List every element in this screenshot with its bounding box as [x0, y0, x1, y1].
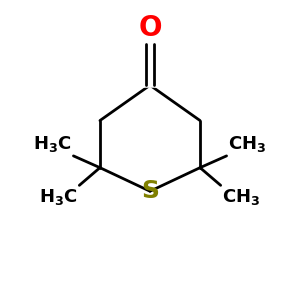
Text: O: O — [138, 14, 162, 42]
Text: $\mathregular{CH_3}$: $\mathregular{CH_3}$ — [222, 187, 260, 207]
Text: $\mathregular{CH_3}$: $\mathregular{CH_3}$ — [228, 134, 266, 154]
Text: $\mathregular{H_3C}$: $\mathregular{H_3C}$ — [33, 134, 72, 154]
Text: $\mathregular{H_3C}$: $\mathregular{H_3C}$ — [39, 187, 78, 207]
Text: S: S — [141, 179, 159, 203]
